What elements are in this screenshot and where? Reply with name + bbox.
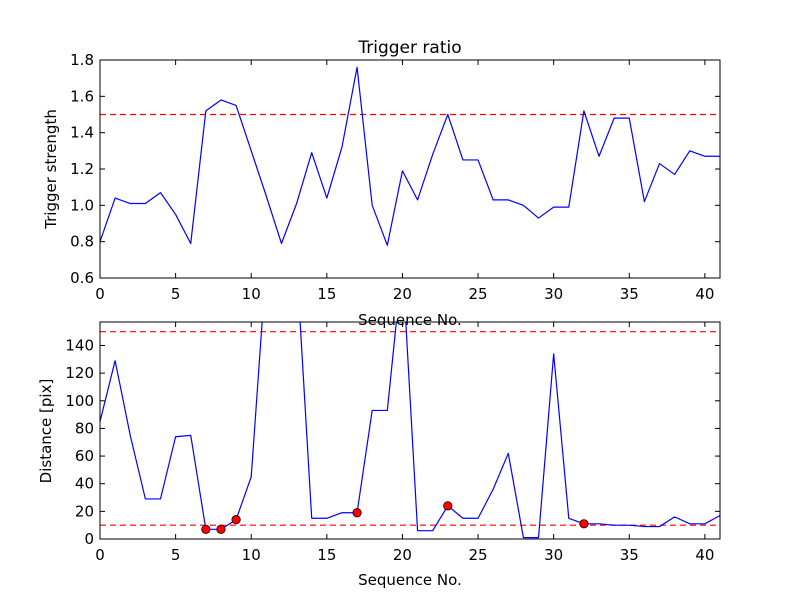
- trigger-y-tick-label: 0.6: [70, 269, 94, 287]
- trigger-plot-area: 0 5 10 15 20 25 30 35 40 0.6 0.8 1.0 1.2 1.4 1.6 1.8: [70, 51, 720, 303]
- distance-y-tick-label: 40: [75, 475, 94, 493]
- trigger-x-tick-label: 15: [317, 285, 336, 303]
- distance-marker-point: [231, 515, 241, 525]
- distance-y-tick-label: 20: [75, 502, 94, 520]
- distance-plot-frame: [99, 321, 721, 540]
- trigger-ratio-chart: Trigger ratio 0 5 10 15 20 25 30 35 40 0.6 0.8 1.0 1…: [42, 38, 721, 329]
- trigger-y-tick-label: 1.0: [70, 196, 94, 214]
- trigger-plot-content: [100, 66, 720, 246]
- trigger-x-tick-label: 5: [171, 285, 181, 303]
- trigger-x-tick-label: 35: [620, 285, 639, 303]
- distance-x-tick-label: 30: [544, 546, 563, 564]
- trigger-y-tick-label: 0.8: [70, 233, 94, 251]
- distance-marker-point: [443, 501, 453, 511]
- trigger-x-tick-label: 20: [393, 285, 412, 303]
- distance-series-line: [100, 322, 720, 539]
- trigger-x-axis-label: Sequence No.: [358, 311, 462, 329]
- distance-x-tick-label: 10: [242, 546, 261, 564]
- distance-chart: 0 5 10 15 20 25 30 35 40 0 20 40 60 80 100 120 140 Seque…: [37, 321, 721, 589]
- distance-x-tick-label: 25: [469, 546, 488, 564]
- trigger-y-axis-label: Trigger strength: [42, 109, 60, 230]
- distance-plot-content: [100, 322, 720, 539]
- distance-marker-point: [201, 524, 211, 534]
- trigger-series-line: [100, 66, 720, 246]
- distance-x-tick-label: 15: [317, 546, 336, 564]
- distance-marker-point: [216, 524, 226, 534]
- trigger-x-tick-label: 40: [695, 285, 714, 303]
- trigger-y-tick-label: 1.8: [70, 51, 94, 69]
- distance-marker-point: [579, 519, 589, 529]
- trigger-plot-frame: [99, 59, 721, 279]
- trigger-x-tick-label: 10: [242, 285, 261, 303]
- distance-x-tick-label: 0: [95, 546, 105, 564]
- trigger-y-tick-label: 1.6: [70, 87, 94, 105]
- distance-x-tick-label: 35: [620, 546, 639, 564]
- distance-x-tick-label: 40: [695, 546, 714, 564]
- distance-y-tick-label: 60: [75, 447, 94, 465]
- distance-y-tick-label: 120: [65, 364, 94, 382]
- distance-plot-area: 0 5 10 15 20 25 30 35 40 0 20 40 60 80 100 120 140: [65, 322, 720, 564]
- trigger-x-tick-label: 30: [544, 285, 563, 303]
- trigger-y-tick-label: 1.4: [70, 124, 94, 142]
- distance-y-tick-label: 0: [84, 530, 94, 548]
- trigger-y-tick-label: 1.2: [70, 160, 94, 178]
- distance-y-axis-label: Distance [pix]: [37, 379, 55, 484]
- distance-y-tick-label: 80: [75, 419, 94, 437]
- distance-y-tick-label: 140: [65, 336, 94, 354]
- distance-x-tick-label: 20: [393, 546, 412, 564]
- chart-title: Trigger ratio: [357, 38, 461, 58]
- trigger-x-tick-label: 25: [469, 285, 488, 303]
- distance-marker-point: [352, 508, 362, 518]
- trigger-x-tick-label: 0: [95, 285, 105, 303]
- distance-x-axis-label: Sequence No.: [358, 571, 462, 589]
- distance-y-tick-label: 100: [65, 392, 94, 410]
- distance-x-tick-label: 5: [171, 546, 181, 564]
